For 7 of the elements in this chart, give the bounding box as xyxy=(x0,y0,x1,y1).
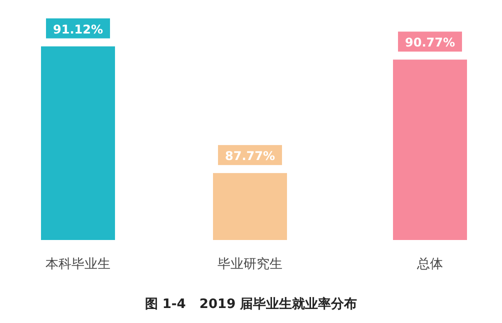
x-tick-label: 总体 xyxy=(416,257,443,272)
x-tick-label: 本科毕业生 xyxy=(46,257,110,272)
x-tick-label: 毕业研究生 xyxy=(218,257,282,272)
text: 图 1-4 2019 届毕业生就业率分布 xyxy=(144,296,358,312)
data-label: 87.77% xyxy=(225,149,275,164)
data-label: 91.12% xyxy=(53,22,103,36)
data-label: 90.77% xyxy=(405,36,455,50)
